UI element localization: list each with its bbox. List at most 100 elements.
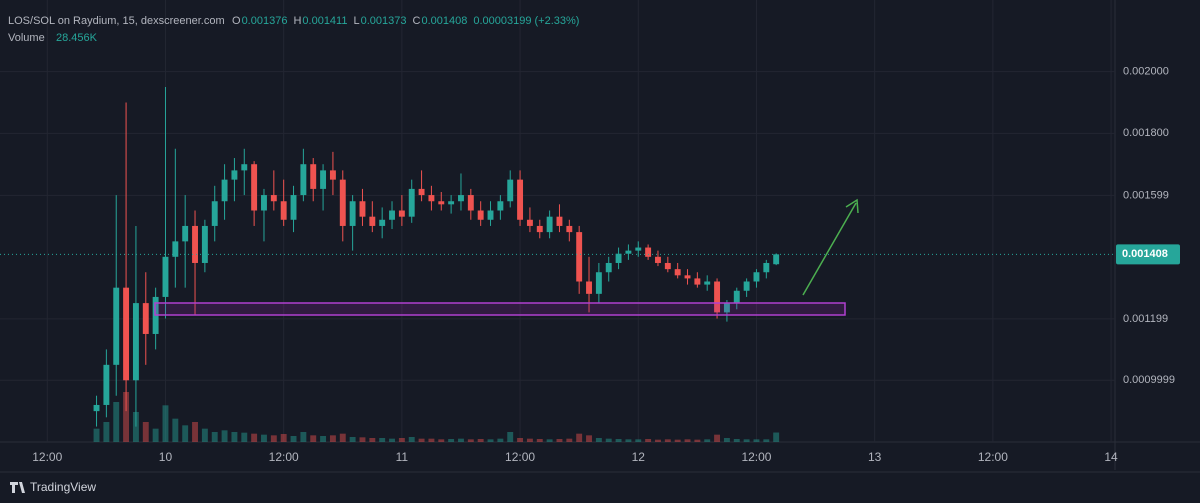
volume-bar (497, 438, 504, 442)
candle-body (349, 201, 356, 226)
candle-body (290, 195, 297, 220)
volume-bar (507, 432, 514, 442)
volume-label: Volume (8, 32, 45, 44)
volume-bar (625, 439, 632, 442)
legend-value: 0.00003199 (+2.33%) (473, 15, 579, 27)
volume-bar (201, 428, 208, 442)
x-tick-label: 10 (159, 450, 173, 464)
legend: O 0.001376 H 0.001411 L 0.001373 C 0.001408 0.00… (232, 15, 579, 27)
volume-bar (477, 439, 484, 442)
volume-bar (369, 438, 376, 442)
candle-body (261, 195, 267, 211)
volume-bar (329, 435, 336, 442)
x-tick-label: 12:00 (505, 450, 535, 464)
candle-body (655, 256, 661, 263)
volume-bar (103, 422, 110, 442)
volume-bar (320, 436, 327, 442)
candle-body (398, 210, 405, 217)
candle-body (251, 164, 258, 211)
volume-bar (152, 428, 159, 442)
candle-body (211, 201, 218, 226)
legend-value: 0.001376 (242, 15, 288, 27)
volume-bar (231, 432, 238, 442)
candle-body (428, 195, 435, 202)
candle-body (526, 219, 533, 226)
volume-bar (123, 392, 130, 442)
candle-body (517, 179, 524, 220)
volume-bar (93, 428, 100, 442)
candle-body (467, 195, 474, 211)
candle-body (595, 272, 602, 294)
candle-body (497, 201, 504, 211)
volume-bar (221, 430, 228, 442)
y-tick-label: 0.001599 (1123, 189, 1169, 201)
candle-body (645, 247, 652, 257)
volume-bar (211, 432, 218, 442)
candle-body (369, 216, 376, 226)
candle-body (221, 179, 228, 202)
legend-key: O (232, 15, 241, 27)
last-price-label: 0.001408 (1122, 248, 1168, 260)
volume-bar (418, 438, 425, 442)
x-tick-label: 12:00 (269, 450, 299, 464)
candle-body (448, 201, 455, 205)
candle-body (773, 254, 780, 265)
volume-bar (674, 439, 681, 442)
support-zone (154, 302, 846, 316)
volume-bar (714, 434, 721, 442)
arrow (802, 202, 857, 296)
volume-bar (546, 439, 553, 442)
volume-bar (635, 439, 642, 442)
volume-bar (349, 437, 356, 442)
symbol-title: LOS/SOL on Raydium, 15, dexscreener.com (8, 15, 225, 27)
candle-body (664, 262, 671, 270)
candle-body (586, 281, 592, 294)
volume-bar (586, 435, 592, 442)
candle-body (93, 404, 100, 412)
volume-bar (763, 439, 770, 442)
legend-key: L (353, 15, 359, 27)
volume-bar (132, 412, 139, 442)
candle-body (182, 225, 189, 242)
volume-bar (379, 438, 386, 442)
candle-body (270, 195, 277, 202)
candle-body (477, 210, 484, 220)
volume-bar (645, 439, 652, 442)
volume-bar (448, 439, 455, 442)
x-tick-label: 12:00 (32, 450, 62, 464)
candle-body (753, 272, 760, 282)
candle-body (507, 179, 514, 202)
volume-bar (487, 439, 494, 442)
axes: 0.002000 0.001800 0.001599 0.001199 0.000999… (0, 66, 1180, 464)
volume-bar (359, 437, 366, 442)
volume-bar (192, 422, 198, 442)
candle-body (280, 201, 287, 220)
volume-bar (310, 435, 317, 442)
candle-body (320, 170, 327, 189)
volume-bar (261, 434, 267, 442)
candle-body (674, 269, 681, 276)
volume-bar (526, 438, 533, 442)
candle-body (113, 287, 120, 365)
volume-bar (576, 433, 583, 442)
volume-bar (773, 432, 780, 442)
candle-body (576, 232, 583, 282)
x-tick-label: 11 (396, 450, 409, 464)
volume-bar (270, 435, 277, 442)
candle-body (379, 219, 386, 226)
candle-body (556, 216, 563, 226)
y-tick-label: 0.001199 (1123, 313, 1168, 325)
volume-bar (398, 438, 405, 442)
volume-bar (458, 438, 464, 442)
footer-brand: TradingView (30, 480, 96, 494)
candle-body (418, 188, 425, 196)
volume-layer (93, 392, 780, 442)
candle-body (192, 225, 198, 263)
volume-bar (684, 439, 691, 442)
candle-body (241, 164, 248, 171)
candle-body (615, 253, 622, 263)
candle-body (123, 287, 130, 381)
x-tick-label: 13 (868, 450, 882, 464)
